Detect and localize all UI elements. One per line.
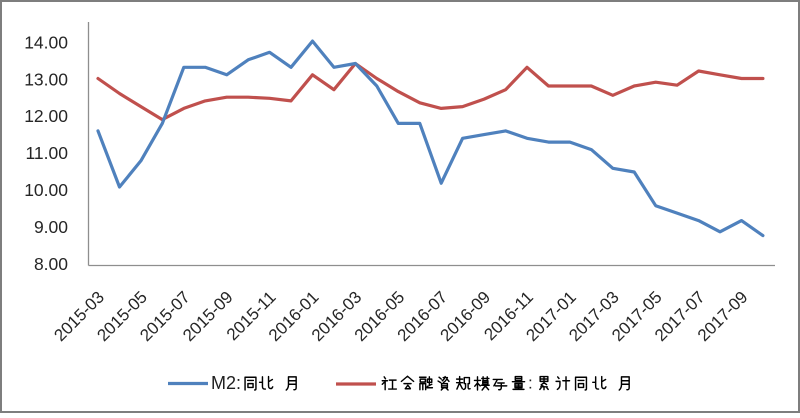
svg-text:12.00: 12.00 — [24, 106, 68, 126]
svg-text:9.00: 9.00 — [34, 217, 68, 237]
svg-text:M2:: M2: — [211, 373, 241, 393]
svg-text:8.00: 8.00 — [34, 254, 68, 274]
svg-text:14.00: 14.00 — [24, 32, 68, 52]
svg-text:11.00: 11.00 — [26, 143, 69, 163]
svg-text:13.00: 13.00 — [24, 69, 68, 89]
svg-text:10.00: 10.00 — [24, 180, 68, 200]
svg-text::: : — [528, 373, 533, 392]
